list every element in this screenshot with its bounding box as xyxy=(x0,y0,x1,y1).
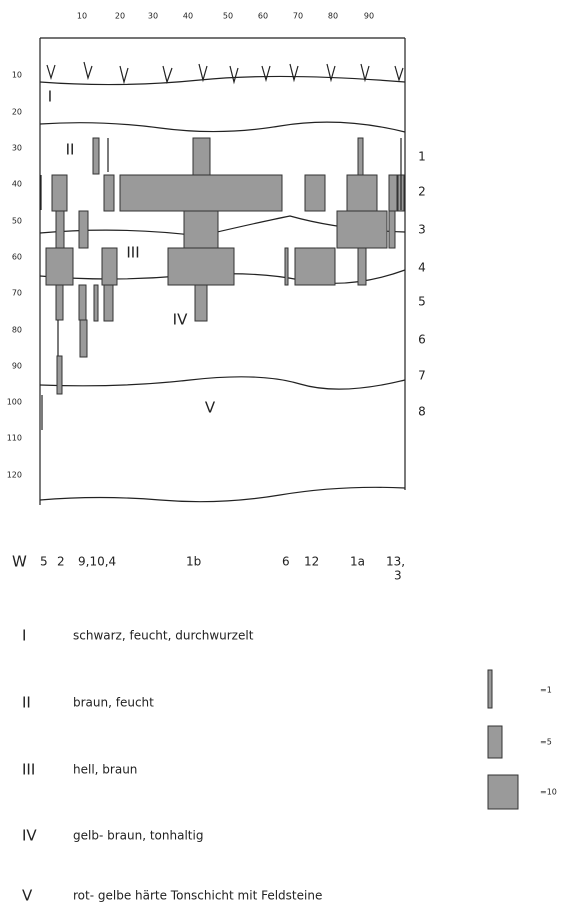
depth-label: 50 xyxy=(12,217,22,226)
top-axis-label: 30 xyxy=(148,12,158,21)
bottom-label: 2 xyxy=(57,555,65,569)
depth-label: 100 xyxy=(7,398,22,407)
top-axis-label: 60 xyxy=(258,12,268,21)
legend-numeral: V xyxy=(22,887,33,905)
bottom-label: 5 xyxy=(40,555,48,569)
scale-legend-shapes xyxy=(487,669,519,810)
bottom-label: 13, xyxy=(386,555,405,569)
row-label: 2 xyxy=(418,185,426,199)
depth-label: 40 xyxy=(12,180,22,189)
scale-label: =5 xyxy=(540,738,552,747)
top-axis-label: 20 xyxy=(115,12,125,21)
scale-label: =10 xyxy=(540,788,557,797)
bottom-label: W xyxy=(12,553,27,571)
legend-text: hell, braun xyxy=(73,763,137,777)
legend-numeral: I xyxy=(22,627,26,645)
scale-label: =1 xyxy=(540,686,552,695)
legend-text: rot- gelbe härte Tonschicht mit Feldstei… xyxy=(73,889,322,903)
legend-text: schwarz, feucht, durchwurzelt xyxy=(73,629,254,643)
legend-text: gelb- braun, tonhaltig xyxy=(73,829,203,843)
bottom-label: 1a xyxy=(350,555,365,569)
depth-label: 30 xyxy=(12,144,22,153)
bottom-label: 3 xyxy=(394,569,402,583)
layer-label: III xyxy=(126,244,139,262)
depth-label: 20 xyxy=(12,108,22,117)
depth-label: 80 xyxy=(12,326,22,335)
top-axis-label: 90 xyxy=(364,12,374,21)
bottom-label: 9,10,4 xyxy=(78,555,116,569)
bottom-label: 6 xyxy=(282,555,290,569)
find-bars xyxy=(40,137,405,430)
depth-label: 10 xyxy=(12,71,22,80)
bottom-label: 12 xyxy=(304,555,319,569)
row-label: 5 xyxy=(418,295,426,309)
top-axis-label: 70 xyxy=(293,12,303,21)
depth-label: 70 xyxy=(12,289,22,298)
bottom-label: 1b xyxy=(186,555,201,569)
top-axis-label: 10 xyxy=(77,12,87,21)
top-axis-label: 40 xyxy=(183,12,193,21)
layer-label: I xyxy=(48,88,52,106)
layer-label: II xyxy=(66,141,75,159)
row-label: 3 xyxy=(418,223,426,237)
row-label: 4 xyxy=(418,261,426,275)
legend-numeral: III xyxy=(22,761,35,779)
depth-label: 120 xyxy=(7,471,22,480)
depth-label: 110 xyxy=(7,434,22,443)
legend-numeral: II xyxy=(22,694,31,712)
depth-label: 60 xyxy=(12,253,22,262)
row-label: 1 xyxy=(418,150,426,164)
row-label: 8 xyxy=(418,405,426,419)
depth-label: 90 xyxy=(12,362,22,371)
layer-label: IV xyxy=(173,311,188,329)
labels: 10 20 30 40 50 60 70 80 90 10 20 30 40 50 60 70 80 90 100 1… xyxy=(7,12,557,905)
top-axis-label: 50 xyxy=(223,12,233,21)
row-label: 7 xyxy=(418,369,426,383)
top-axis-label: 80 xyxy=(328,12,338,21)
layer-label: V xyxy=(205,399,216,417)
row-label: 6 xyxy=(418,333,426,347)
legend-text: braun, feucht xyxy=(73,696,154,710)
legend-numeral: IV xyxy=(22,827,37,845)
